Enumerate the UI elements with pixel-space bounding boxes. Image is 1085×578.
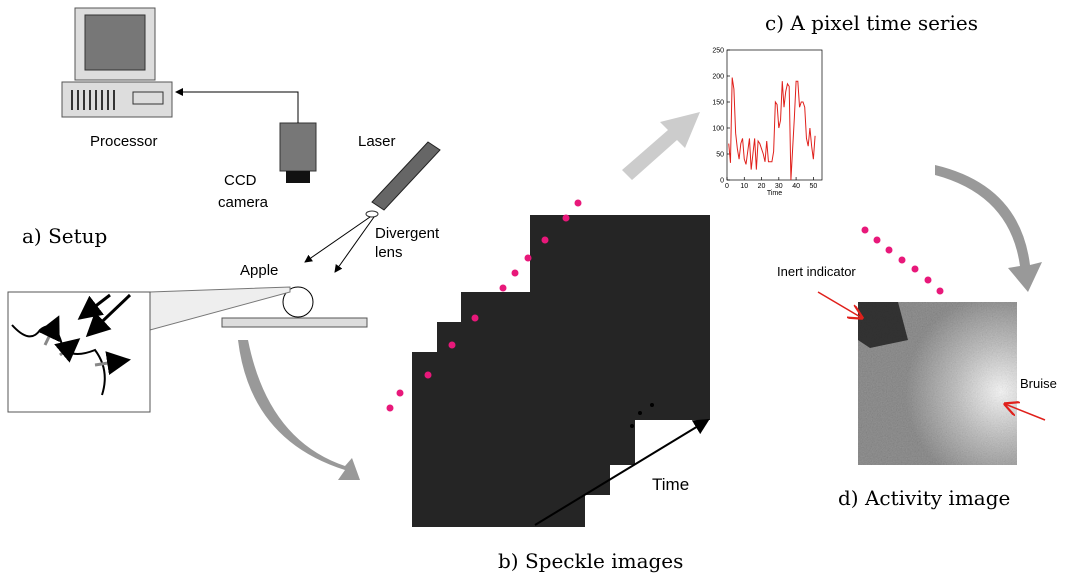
arrow (176, 92, 298, 123)
x-axis-label: Time (767, 190, 782, 197)
line-chart: 0 50 100 150 200 250 0 10 20 30 40 50 Time (712, 48, 822, 198)
chart-title: c) A pixel time series (765, 11, 978, 35)
laser-icon (372, 142, 440, 210)
camera-lens (286, 171, 310, 183)
x-tick-label: 50 (809, 183, 817, 190)
label: Inert indicator (777, 264, 856, 279)
y-tick-label: 200 (712, 74, 724, 81)
x-tick-label: 40 (792, 183, 800, 190)
figure: Processor CCD camera Laser Divergent len… (0, 0, 1085, 578)
label: Apple (240, 262, 278, 279)
caption: b) Speckle images (498, 549, 683, 573)
beam (305, 217, 370, 262)
label: CCD (224, 172, 257, 189)
dot (650, 403, 654, 407)
beam (335, 217, 374, 272)
x-tick-label: 30 (775, 183, 783, 190)
x-tick-label: 10 (740, 183, 748, 190)
frame (412, 352, 585, 527)
label: Processor (90, 133, 158, 150)
caption: a) Setup (22, 224, 107, 248)
label: Divergent (375, 225, 440, 242)
flow-arrow (935, 165, 1042, 292)
data-line (729, 78, 815, 180)
y-tick-label: 250 (712, 48, 724, 55)
x-tick-label: 20 (758, 183, 766, 190)
inset (8, 292, 150, 412)
label: Time (652, 475, 689, 494)
flow-arrow (238, 340, 360, 480)
x-tick-label: 0 (725, 183, 729, 190)
y-tick-label: 0 (720, 178, 724, 185)
lens-icon (366, 211, 378, 217)
computer-icon (62, 8, 172, 117)
y-tick-label: 50 (716, 152, 724, 159)
flow-arrow (622, 112, 700, 180)
caption: d) Activity image (838, 486, 1010, 510)
label: Laser (358, 133, 396, 150)
y-tick-label: 150 (712, 100, 724, 107)
camera-icon (280, 123, 316, 171)
table-icon (222, 318, 367, 327)
label: lens (375, 244, 403, 261)
dot (630, 424, 634, 428)
pointer (818, 292, 862, 318)
label: Bruise (1020, 376, 1057, 391)
label: camera (218, 194, 269, 211)
dot (638, 411, 642, 415)
y-tick-label: 100 (712, 126, 724, 133)
